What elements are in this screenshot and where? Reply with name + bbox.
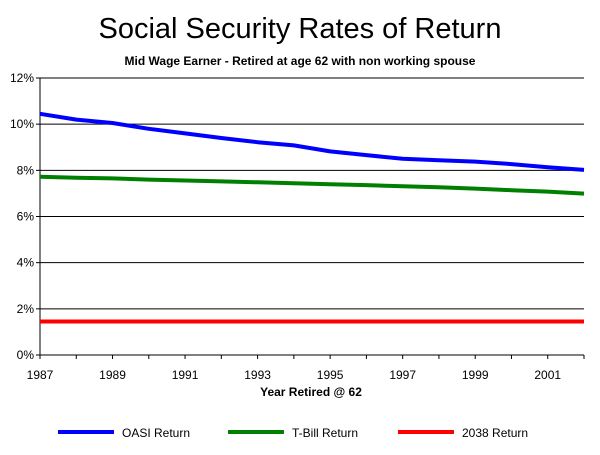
- legend-label: T-Bill Return: [292, 426, 358, 440]
- x-tick-label: 1997: [389, 368, 416, 382]
- y-tick-label: 2%: [17, 302, 35, 316]
- y-tick-label: 10%: [10, 117, 34, 131]
- y-tick-label: 0%: [17, 348, 35, 362]
- legend: OASI Return T-Bill Return 2038 Return: [58, 426, 528, 440]
- x-tick-label: 1995: [317, 368, 344, 382]
- x-tick-label: 1993: [244, 368, 271, 382]
- legend-label: OASI Return: [122, 426, 190, 440]
- series-line-1: [39, 111, 585, 172]
- x-tick-label: 1991: [172, 368, 199, 382]
- axes: [36, 77, 585, 359]
- x-tick-label: 2001: [534, 368, 561, 382]
- legend-label: 2038 Return: [462, 426, 528, 440]
- gridlines: [40, 77, 584, 310]
- x-tick-label: 1999: [462, 368, 489, 382]
- chart-title: Social Security Rates of Return: [99, 13, 502, 45]
- series-line-2: [39, 174, 585, 196]
- series-lines: [39, 111, 585, 324]
- y-tick-label: 8%: [17, 163, 35, 177]
- tick-labels: 0% 2% 4% 6% 8% 10% 12% 1987 1989 1991 1993 1995 1997…: [10, 71, 561, 382]
- x-axis-label: Year Retired @ 62: [260, 385, 362, 399]
- x-tick-label: 1987: [27, 368, 54, 382]
- y-tick-label: 12%: [10, 71, 34, 85]
- chart-subtitle: Mid Wage Earner - Retired at age 62 with…: [125, 54, 476, 68]
- x-tick-label: 1989: [99, 368, 126, 382]
- y-tick-label: 4%: [17, 256, 35, 270]
- y-tick-label: 6%: [17, 210, 35, 224]
